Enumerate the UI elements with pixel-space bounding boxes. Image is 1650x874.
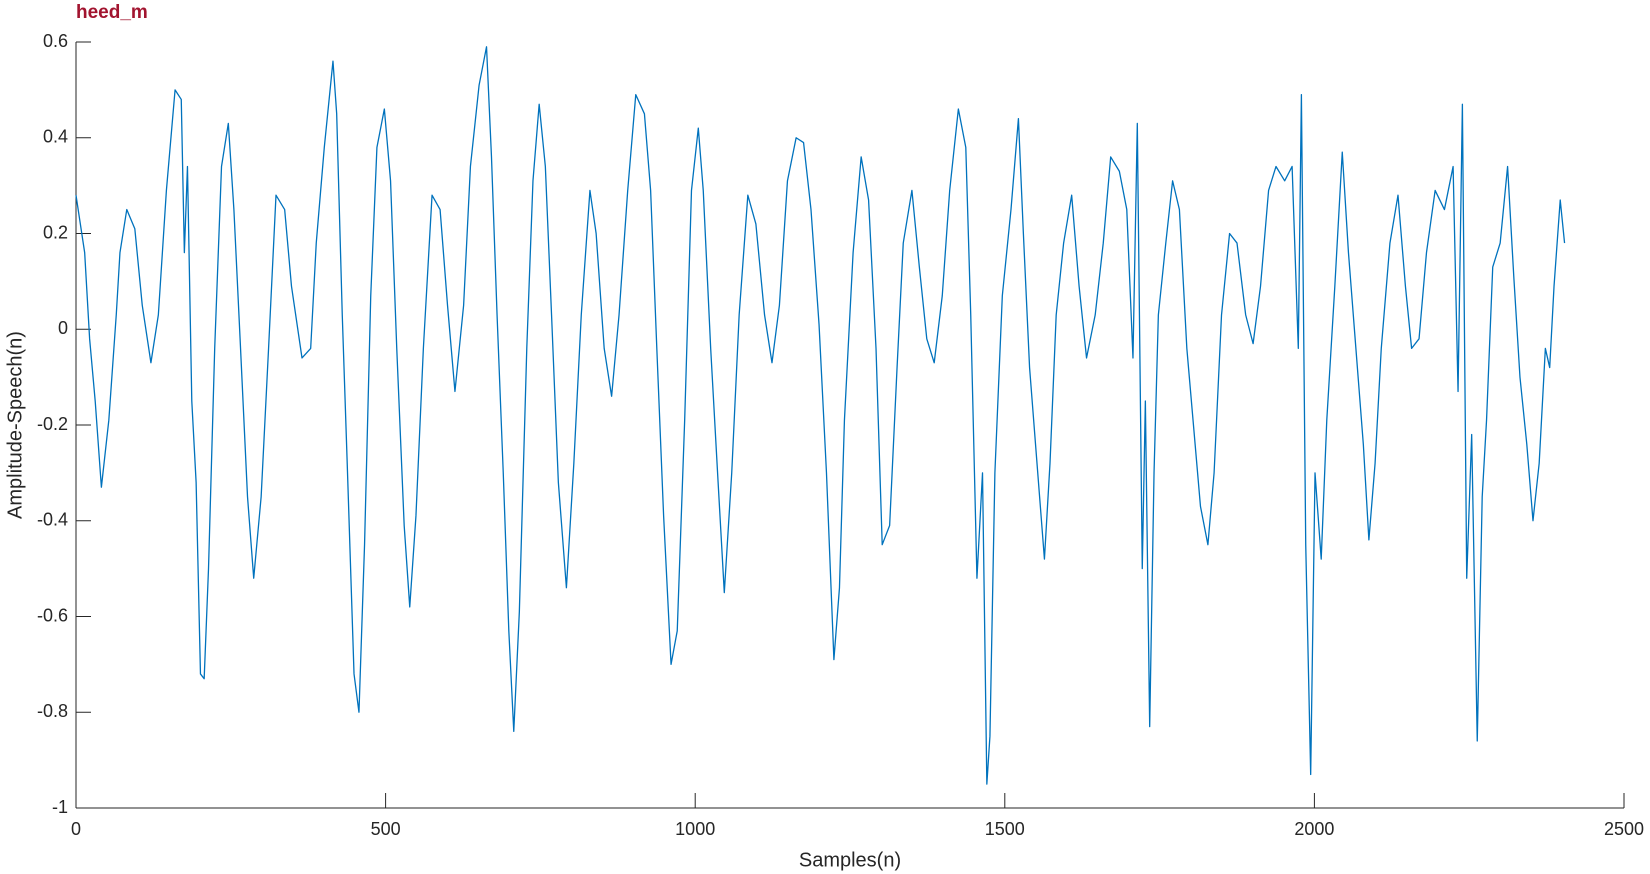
y-tick-label: -1 <box>52 797 68 817</box>
y-tick-label: -0.2 <box>37 414 68 434</box>
y-tick-label: 0.6 <box>43 31 68 51</box>
x-tick-label: 500 <box>371 819 401 839</box>
y-tick-label: 0.2 <box>43 222 68 242</box>
x-tick-label: 0 <box>71 819 81 839</box>
y-tick-label: -0.6 <box>37 605 68 625</box>
x-axis-label: Samples(n) <box>799 849 901 871</box>
y-tick-label: -0.4 <box>37 510 68 530</box>
y-axis-label: Amplitude-Speech(n) <box>4 331 26 519</box>
y-tick-label: -0.8 <box>37 701 68 721</box>
x-tick-label: 1000 <box>675 819 715 839</box>
y-tick-label: 0 <box>58 318 68 338</box>
chart-title: heed_m <box>76 2 148 23</box>
y-tick-label: 0.4 <box>43 127 68 147</box>
x-tick-label: 1500 <box>985 819 1025 839</box>
signal-line <box>75 46 1566 785</box>
x-tick-label: 2500 <box>1604 819 1644 839</box>
x-tick-label: 2000 <box>1294 819 1334 839</box>
